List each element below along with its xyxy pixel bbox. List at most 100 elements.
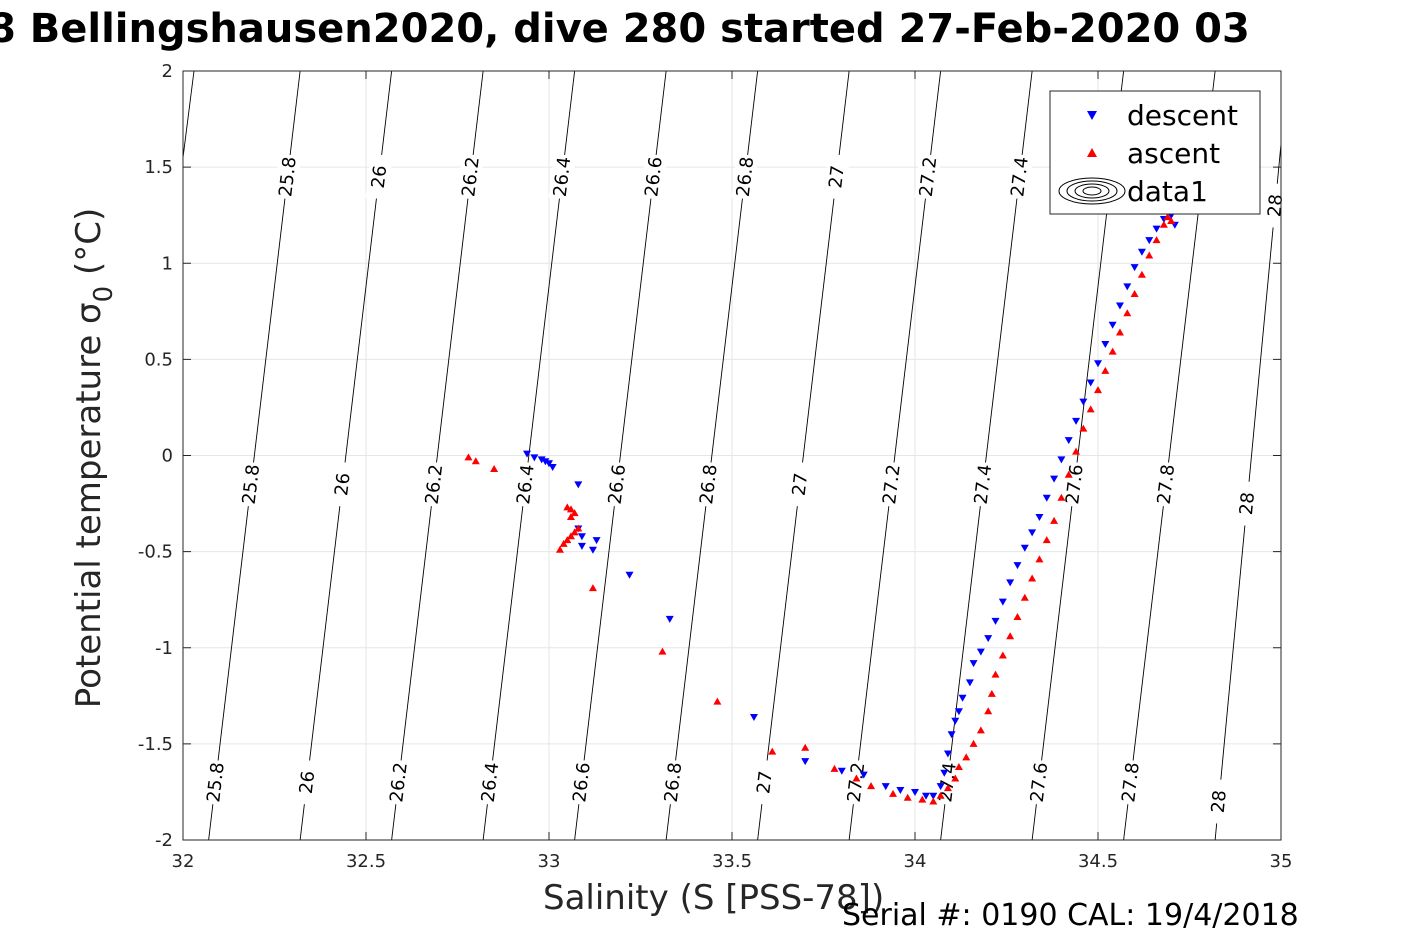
descent-point [1006, 579, 1015, 587]
ascent-point [1020, 593, 1029, 601]
y-tick-label: -2 [155, 830, 173, 851]
descent-point [541, 458, 550, 466]
isopycnal-label: 28 [1208, 789, 1231, 814]
ascent-point [1035, 555, 1044, 563]
x-tick-label: 34 [904, 851, 927, 872]
descent-point [625, 571, 634, 579]
ascent-point [1152, 236, 1161, 244]
ascent-point [801, 743, 810, 751]
isopycnal-label: 26 [331, 472, 355, 497]
descent-point [896, 787, 905, 795]
descent-point [1028, 529, 1037, 537]
descent-point [929, 792, 938, 800]
descent-point [1115, 302, 1124, 310]
ascent-point [1163, 213, 1172, 221]
ascent-point [1123, 309, 1132, 317]
ascent-point [768, 747, 777, 755]
descent-point [1137, 248, 1146, 256]
isopycnal-label-bg [969, 461, 997, 508]
x-tick-label: 32 [172, 851, 195, 872]
descent-point [936, 783, 945, 791]
isopycnal-label: 26 [368, 164, 392, 189]
isopycnal-label: 25.8 [203, 761, 229, 803]
ascent-point [490, 464, 499, 472]
ascent-point [563, 503, 572, 511]
descent-point [965, 679, 974, 687]
ascent-point [555, 545, 564, 553]
isopycnal-label: 27.6 [1062, 463, 1088, 505]
y-tick-label: 0 [162, 446, 173, 467]
y-tick-label: 1 [162, 253, 173, 274]
ascent-point [962, 753, 971, 761]
isopycnal-label: 26.6 [605, 463, 631, 505]
descent-point [749, 713, 758, 721]
ascent-point [1064, 470, 1073, 478]
descent-point [1064, 437, 1073, 445]
x-tick-label: 34.5 [1078, 851, 1118, 872]
descent-point [940, 769, 949, 777]
isopycnal-label-bg [842, 759, 870, 806]
ascent-point [889, 789, 898, 797]
isopycnal-label-bg [328, 461, 356, 508]
isopycnal-label-bg [420, 461, 448, 508]
ascent-point [1115, 328, 1124, 336]
ascent-point [1167, 216, 1176, 224]
ascent-point [588, 584, 597, 592]
chart-title: 8 Bellingshausen2020, dive 280 started 2… [0, 6, 1250, 52]
descent-point [1086, 379, 1095, 387]
isopycnal-label: 26.2 [458, 156, 484, 198]
descent-point [943, 750, 952, 758]
descent-point [523, 450, 532, 458]
ascent-point [987, 689, 996, 697]
y-tick-label: 2 [162, 61, 173, 82]
descent-point [958, 694, 967, 702]
ascent-point [903, 793, 912, 801]
descent-point [574, 481, 583, 489]
data-points [464, 212, 1179, 805]
isopycnal-line [940, 70, 1033, 841]
legend-marker-contour [1074, 183, 1110, 199]
isopycnal-label: 26 [296, 770, 320, 795]
isopycnal-label: 26.8 [696, 463, 722, 505]
isopycnal-line [391, 70, 484, 841]
descent-point [947, 731, 956, 739]
isopycnal-label: 26.6 [641, 156, 667, 198]
ascent-point [1028, 574, 1037, 582]
isopycnal-label: 25.8 [239, 463, 265, 505]
descent-point [859, 771, 868, 779]
ascent-point [1094, 386, 1102, 394]
descent-point [537, 456, 546, 464]
descent-point [1145, 237, 1154, 245]
isopycnal-line [482, 70, 576, 841]
ascent-point [867, 782, 876, 790]
isopycnal-label: 27.6 [1027, 761, 1053, 803]
y-tick-label: 0.5 [144, 349, 173, 370]
isopycnal-label: 26.4 [478, 761, 504, 803]
isopycnal-label-bg [659, 759, 687, 806]
isopycnal-label-bg [1025, 759, 1053, 806]
isopycnal-label: 28 [1264, 193, 1287, 218]
x-tick-label: 32.5 [346, 851, 386, 872]
descent-point [665, 615, 674, 623]
isopycnal-label: 27 [753, 770, 777, 795]
isopycnal-label-bg [1233, 480, 1260, 527]
isopycnal-label: 26.4 [513, 463, 539, 505]
descent-point [1108, 321, 1117, 329]
isopycnal-label: 27 [825, 164, 849, 189]
isopycnal-label-bg [823, 153, 851, 200]
descent-point [577, 533, 586, 541]
isopycnal-label: 27.4 [1007, 156, 1033, 198]
isopycnal-line [757, 70, 850, 841]
isopycnal-label: 26.8 [733, 156, 759, 198]
descent-point [976, 648, 985, 656]
ascent-point [713, 697, 722, 705]
descent-point [1035, 514, 1044, 522]
isopycnal-label: 26.2 [422, 463, 448, 505]
descent-point [881, 783, 890, 791]
descent-point [1020, 544, 1029, 552]
isopycnal-label: 27 [789, 472, 813, 497]
isopycnal-line [848, 70, 942, 841]
isopycnal-label-bg [293, 759, 321, 806]
isopycnal-label-bg [1262, 182, 1289, 229]
